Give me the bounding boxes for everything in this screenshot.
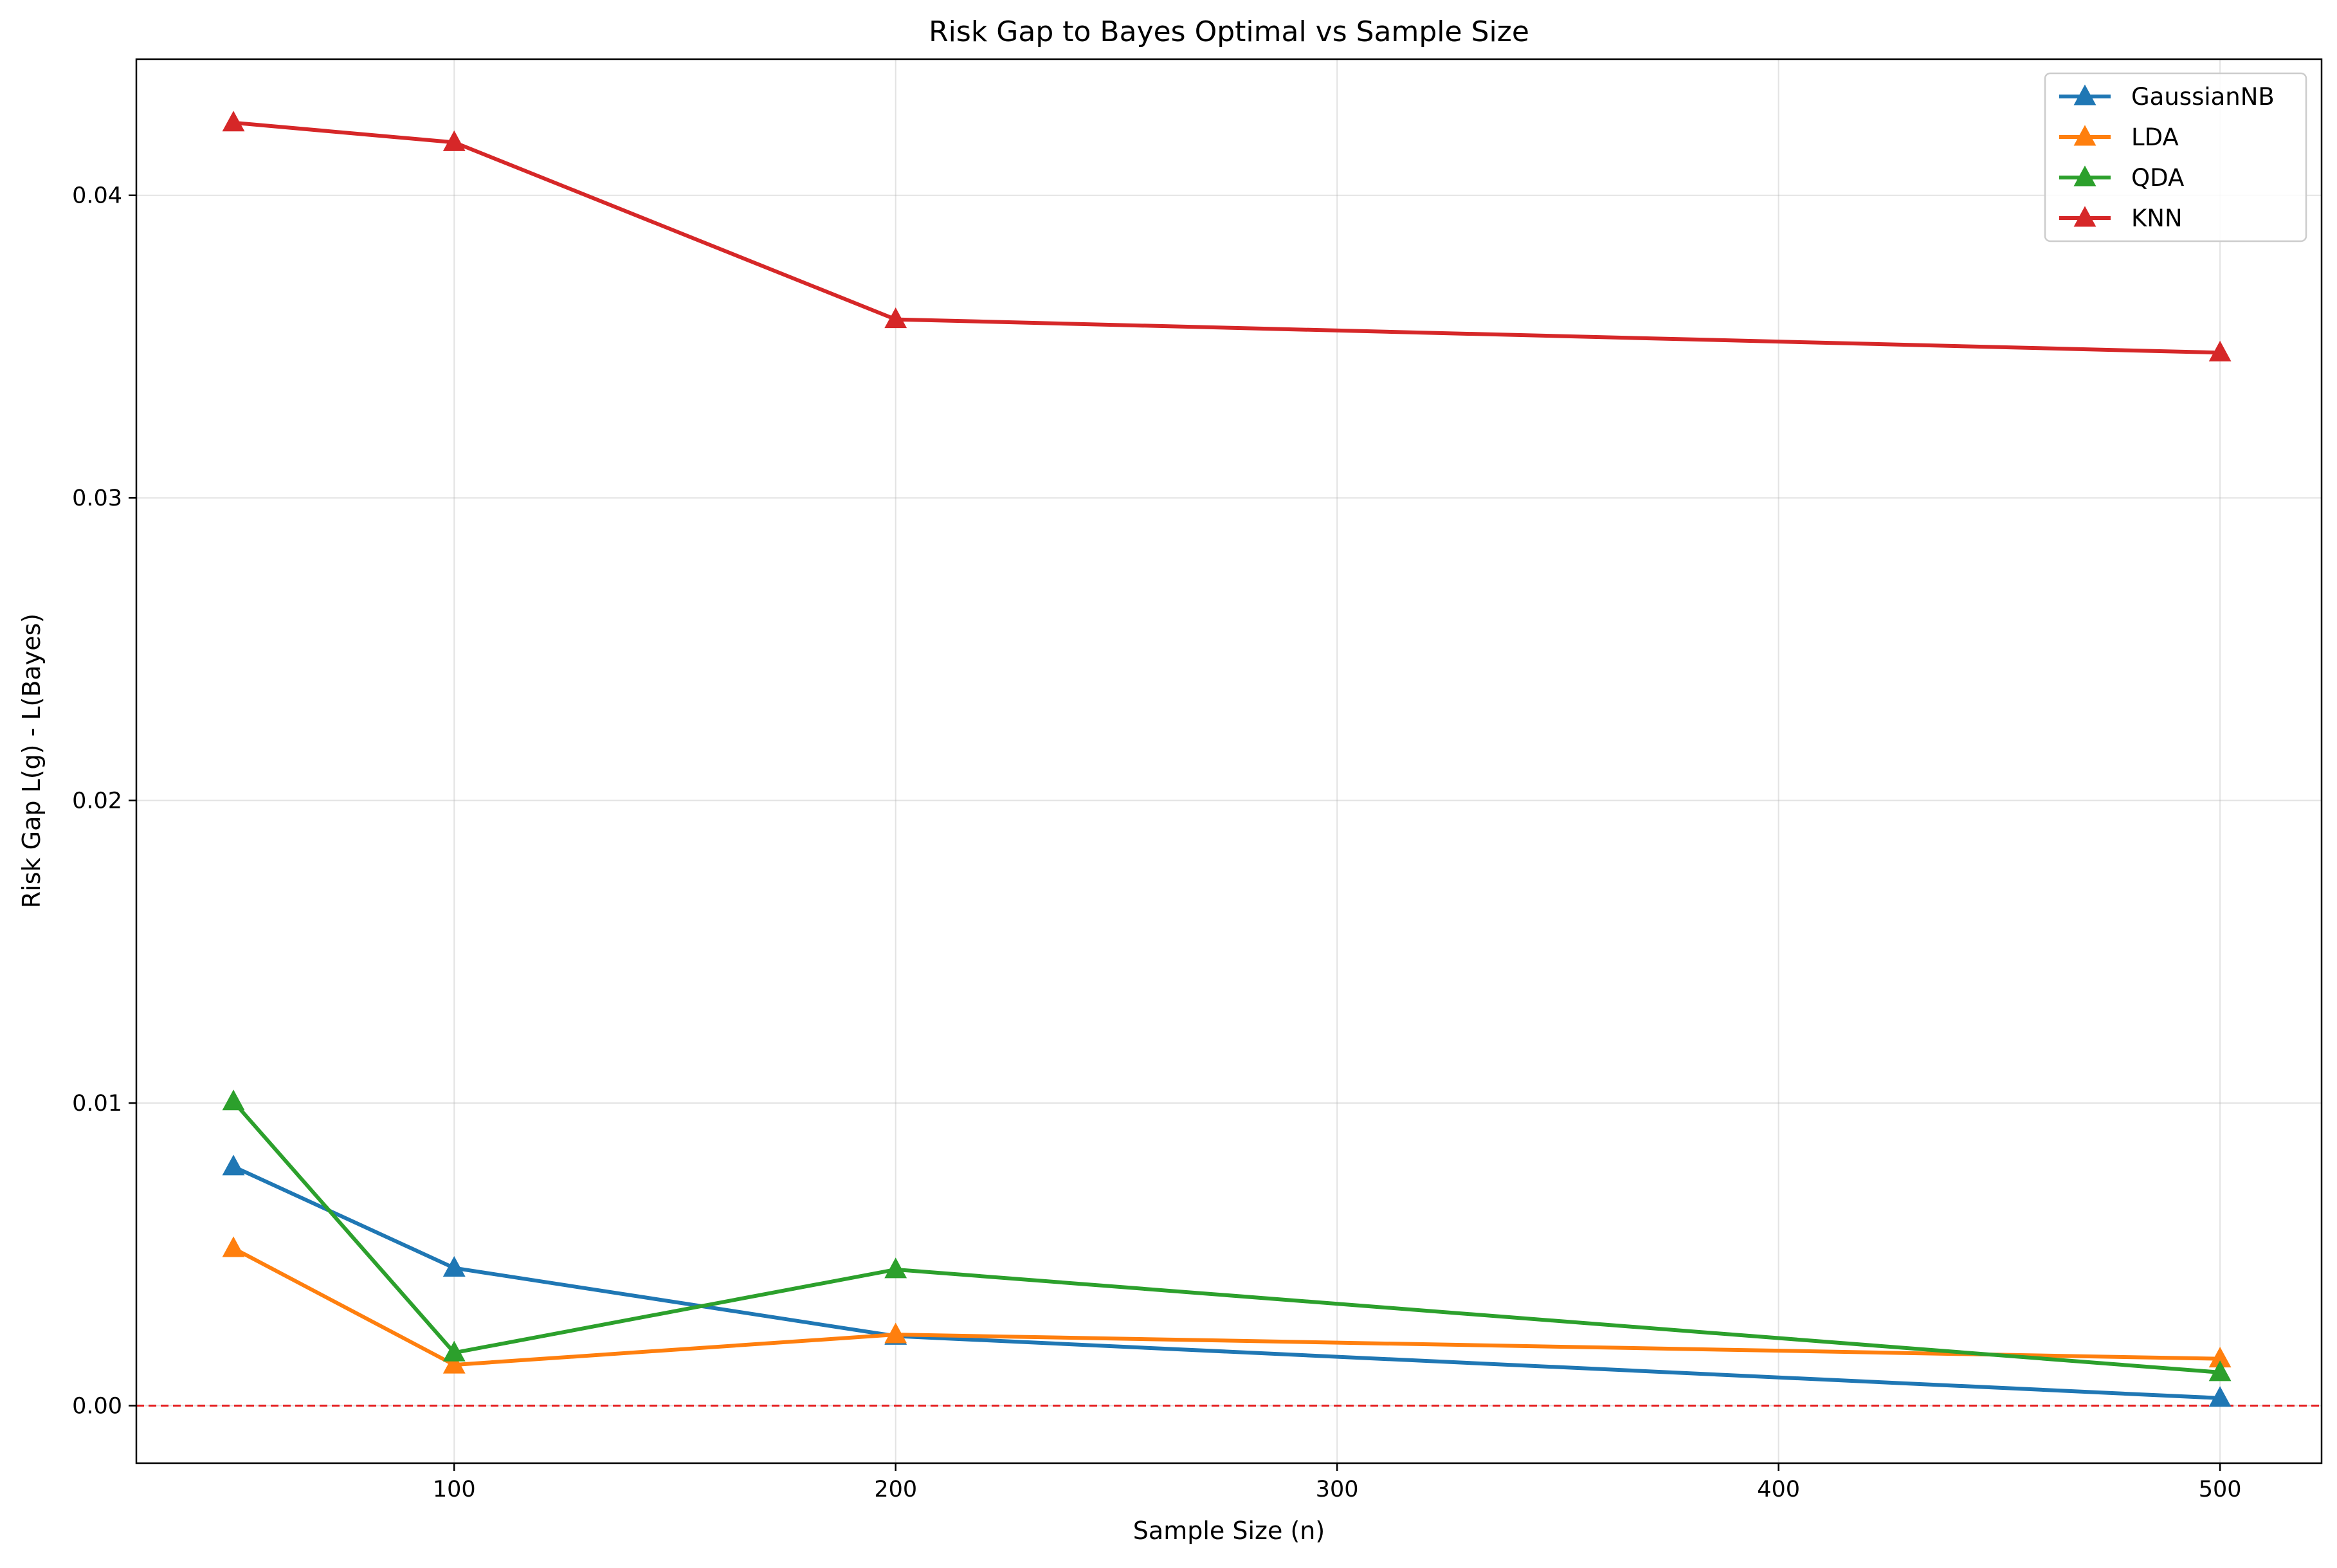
- series-line-lda: [232, 1246, 2223, 1367]
- legend-label: LDA: [2131, 123, 2179, 151]
- series-lda: [222, 1236, 2232, 1374]
- legend-swatch-marker: [2073, 206, 2096, 227]
- series-line-qda: [232, 1099, 2223, 1374]
- legend-item-qda: QDA: [2059, 164, 2184, 192]
- data-point-lda: [222, 1236, 245, 1257]
- series-qda: [222, 1089, 2232, 1381]
- y-axis: 0.00 0.01 0.02 0.03 0.04: [72, 183, 136, 1419]
- y-tick-label: 0.02: [72, 789, 122, 814]
- series-line-gaussiannb: [232, 1164, 2223, 1400]
- chart-title: Risk Gap to Bayes Optimal vs Sample Size: [929, 15, 1529, 48]
- legend-item-lda: LDA: [2059, 123, 2179, 151]
- plot-frame: [135, 58, 2323, 1464]
- legend-item-gaussiannb: GaussianNB: [2059, 83, 2275, 111]
- legend-label: QDA: [2131, 164, 2184, 192]
- data-point-knn: [884, 307, 907, 329]
- x-tick-label: 500: [2199, 1477, 2242, 1502]
- legend-label: GaussianNB: [2131, 83, 2275, 111]
- data-point-gaussiannb: [222, 1154, 245, 1176]
- legend-box: [2044, 72, 2307, 242]
- data-point-qda: [222, 1089, 245, 1111]
- legend-label: KNN: [2131, 205, 2183, 232]
- x-tick-label: 300: [1316, 1477, 1359, 1502]
- y-axis-label: Risk Gap L(g) - L(Bayes): [17, 614, 46, 908]
- series-knn: [222, 111, 2232, 361]
- legend-swatch-marker: [2073, 125, 2096, 146]
- data-point-gaussiannb: [442, 1255, 466, 1277]
- x-tick-label: 100: [433, 1477, 476, 1502]
- data-point-knn: [442, 130, 466, 151]
- data-point-gaussiannb: [2208, 1386, 2232, 1407]
- legend-swatch-marker: [2073, 84, 2096, 105]
- legend-swatch-marker: [2073, 165, 2096, 187]
- y-tick-label: 0.01: [72, 1091, 122, 1117]
- data-point-qda: [442, 1340, 466, 1362]
- x-axis-label: Sample Size (n): [1133, 1517, 1325, 1545]
- legend: GaussianNB LDA QDA KNN: [2044, 72, 2307, 242]
- y-tick-label: 0.00: [72, 1394, 122, 1419]
- data-point-qda: [884, 1257, 907, 1279]
- y-tick-label: 0.04: [72, 183, 122, 209]
- data-point-knn: [2208, 340, 2232, 361]
- data-point-lda: [2208, 1347, 2232, 1368]
- x-axis: 100 200 300 400 500: [433, 1463, 2242, 1502]
- data-point-lda: [884, 1322, 907, 1344]
- series-layer: [222, 111, 2232, 1407]
- x-tick-label: 200: [874, 1477, 917, 1502]
- series-line-knn: [232, 120, 2223, 355]
- legend-item-knn: KNN: [2059, 205, 2183, 232]
- data-point-qda: [2208, 1360, 2232, 1381]
- x-tick-label: 400: [1757, 1477, 1800, 1502]
- y-tick-label: 0.03: [72, 486, 122, 511]
- data-point-lda: [442, 1353, 466, 1374]
- data-point-knn: [222, 111, 245, 132]
